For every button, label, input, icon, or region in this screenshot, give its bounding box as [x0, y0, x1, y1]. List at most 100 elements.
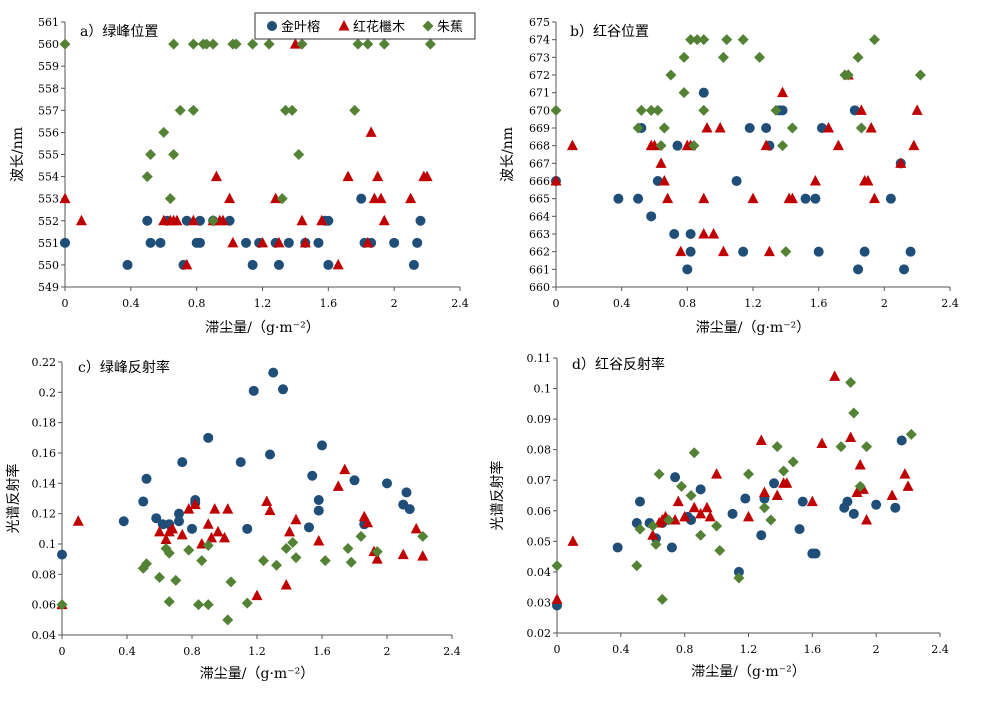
data-point-circle: [682, 264, 693, 275]
data-point-circle: [794, 524, 805, 535]
x-axis-label: 滞尘量/（g·m⁻²）: [205, 320, 319, 336]
data-point-circle: [317, 440, 327, 451]
y-tick-label: 0.22: [32, 356, 57, 369]
data-point-diamond: [655, 140, 667, 152]
x-tick-label: 0.8: [676, 643, 694, 656]
data-point-diamond: [852, 51, 864, 63]
panel-title: c）绿峰反射率: [78, 359, 170, 376]
y-tick-label: 660: [529, 281, 550, 294]
data-point-circle: [273, 259, 284, 270]
data-point-circle: [744, 123, 755, 133]
data-point-triangle: [566, 139, 578, 151]
panel-title: d）红谷反射率: [572, 356, 665, 373]
data-point-circle: [670, 472, 681, 483]
y-tick-label: 0.05: [527, 535, 552, 548]
data-point-triangle: [908, 139, 920, 151]
data-point-triangle: [270, 192, 282, 204]
y-tick-label: 663: [529, 228, 550, 241]
x-axis-label: 滞尘量/（g·m⁻²）: [691, 664, 805, 680]
data-point-diamond: [187, 38, 199, 50]
y-tick-label: 0.16: [32, 447, 57, 460]
data-point-circle: [634, 496, 645, 507]
data-point-diamond: [276, 193, 288, 205]
data-point-diamond: [634, 523, 646, 535]
data-point-diamond: [362, 38, 374, 50]
data-point-circle: [885, 193, 896, 204]
panel-d: 0.02 0.03 0.04 0.05 0.06 0.07 0.08 0.09 0.1 0.11 0…: [489, 352, 949, 680]
data-point-diamond: [280, 104, 292, 116]
data-point-diamond: [848, 407, 860, 419]
y-tick-label: 672: [529, 69, 550, 82]
data-point-triangle: [854, 458, 866, 470]
data-point-circle: [349, 475, 360, 486]
data-point-diamond: [59, 38, 71, 50]
x-tick-label: 1.2: [254, 297, 272, 310]
data-point-diamond: [201, 38, 213, 50]
y-tick-label: 0.02: [527, 627, 552, 640]
data-point-diamond: [758, 502, 770, 514]
data-point-triangle: [747, 192, 759, 204]
data-point-triangle: [679, 510, 691, 522]
x-tick-label: 2.4: [451, 297, 469, 310]
x-tick-label: 0.8: [679, 297, 697, 310]
y-tick-label: 554: [38, 171, 59, 184]
data-point-diamond: [154, 571, 165, 583]
data-point-circle: [57, 549, 67, 560]
data-point-circle: [685, 246, 696, 257]
data-point-diamond: [678, 51, 690, 63]
data-point-diamond: [424, 38, 436, 50]
data-point-triangle: [167, 522, 178, 534]
y-tick-label: 0.18: [32, 417, 57, 430]
data-point-triangle: [695, 507, 707, 519]
y-tick-label: 550: [38, 259, 59, 272]
data-point-circle: [404, 504, 415, 515]
data-point-circle: [905, 246, 916, 257]
data-point-circle: [187, 523, 197, 534]
data-point-circle: [731, 176, 742, 186]
data-point-triangle: [698, 192, 710, 204]
y-axis-label: 光谱反射率: [489, 461, 506, 531]
data-point-triangle: [171, 214, 183, 226]
data-point-diamond: [842, 69, 854, 81]
data-point-triangle: [845, 431, 857, 442]
y-tick-label: 0.08: [527, 444, 552, 457]
data-point-diamond: [225, 576, 237, 588]
data-point-circle: [247, 259, 258, 270]
data-point-circle: [313, 505, 324, 516]
data-point-diamond: [163, 547, 175, 559]
data-point-circle: [800, 193, 811, 204]
data-point-diamond: [345, 556, 357, 568]
data-point-circle: [672, 140, 683, 151]
legend-marker-triangle: [338, 20, 350, 31]
y-tick-label: 668: [529, 140, 550, 153]
legend-marker-diamond: [422, 20, 434, 32]
data-point-triangle: [212, 525, 224, 537]
data-point-diamond: [202, 599, 214, 611]
data-point-diamond: [743, 468, 754, 480]
data-point-circle: [613, 193, 624, 204]
data-point-diamond: [247, 38, 259, 50]
data-point-circle: [698, 87, 709, 98]
x-axis-label: 滞尘量/（g·m⁻²）: [200, 666, 314, 682]
y-tick-label: 555: [38, 149, 59, 162]
data-point-diamond: [168, 38, 180, 50]
data-point-triangle: [786, 192, 798, 204]
data-point-circle: [848, 508, 859, 519]
data-point-triangle: [649, 139, 660, 151]
y-tick-label: 558: [38, 82, 59, 95]
data-point-diamond: [56, 599, 68, 611]
data-point-circle: [268, 367, 279, 378]
data-point-triangle: [717, 245, 729, 257]
data-point-diamond: [207, 38, 219, 50]
y-tick-label: 666: [529, 175, 550, 188]
data-point-diamond: [352, 38, 364, 50]
x-tick-label: 2.4: [941, 297, 959, 310]
data-point-triangle: [405, 192, 417, 204]
data-point-circle: [313, 237, 324, 248]
data-point-triangle: [758, 486, 770, 497]
data-point-triangle: [771, 489, 783, 500]
data-point-triangle: [862, 175, 874, 186]
data-point-diamond: [717, 51, 729, 63]
